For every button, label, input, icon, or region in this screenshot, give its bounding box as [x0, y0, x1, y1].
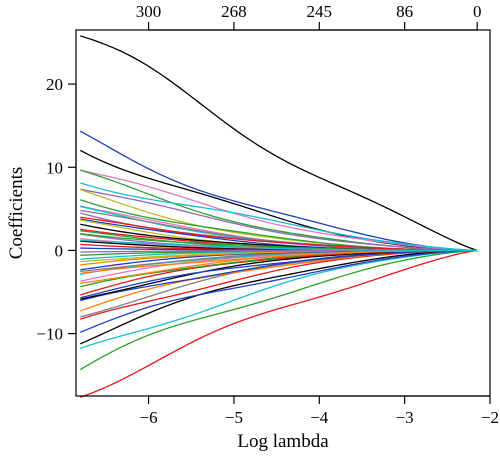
y-axis-label: Coefficients	[6, 167, 27, 260]
series-line	[80, 169, 478, 252]
series-line	[80, 249, 478, 333]
x-axis-top: 300 268 245 86 0	[136, 2, 482, 31]
series-line	[80, 249, 478, 275]
top-tick-label: 300	[136, 2, 162, 21]
x-tick-label: −5	[225, 408, 243, 427]
series-lines	[79, 35, 478, 398]
series-line	[80, 239, 478, 252]
x-tick-label: −2	[481, 408, 499, 427]
series-line	[80, 188, 478, 252]
y-tick-label: 20	[46, 75, 63, 94]
top-tick-label: 0	[473, 2, 482, 21]
top-tick-label: 245	[307, 2, 333, 21]
x-axis-bottom: −6 −5 −4 −3 −2	[140, 395, 499, 427]
top-tick-label: 86	[396, 2, 413, 21]
plot-frame	[75, 29, 491, 397]
series-line	[80, 216, 478, 252]
series-line	[80, 249, 478, 350]
y-tick-label: −10	[36, 325, 63, 344]
y-tick-label: 10	[46, 158, 63, 177]
x-tick-label: −6	[140, 408, 158, 427]
series-line	[80, 249, 478, 398]
x-axis-label: Log lambda	[237, 431, 329, 452]
series-line	[80, 249, 478, 345]
series-line	[80, 35, 478, 252]
x-tick-label: −4	[310, 408, 329, 427]
series-line	[79, 249, 478, 371]
series-line	[80, 182, 478, 252]
y-axis-left: −10 0 10 20	[36, 75, 77, 344]
top-tick-label: 268	[221, 2, 247, 21]
x-tick-label: −3	[396, 408, 414, 427]
series-line	[80, 249, 478, 299]
y-tick-label: 0	[55, 241, 64, 260]
